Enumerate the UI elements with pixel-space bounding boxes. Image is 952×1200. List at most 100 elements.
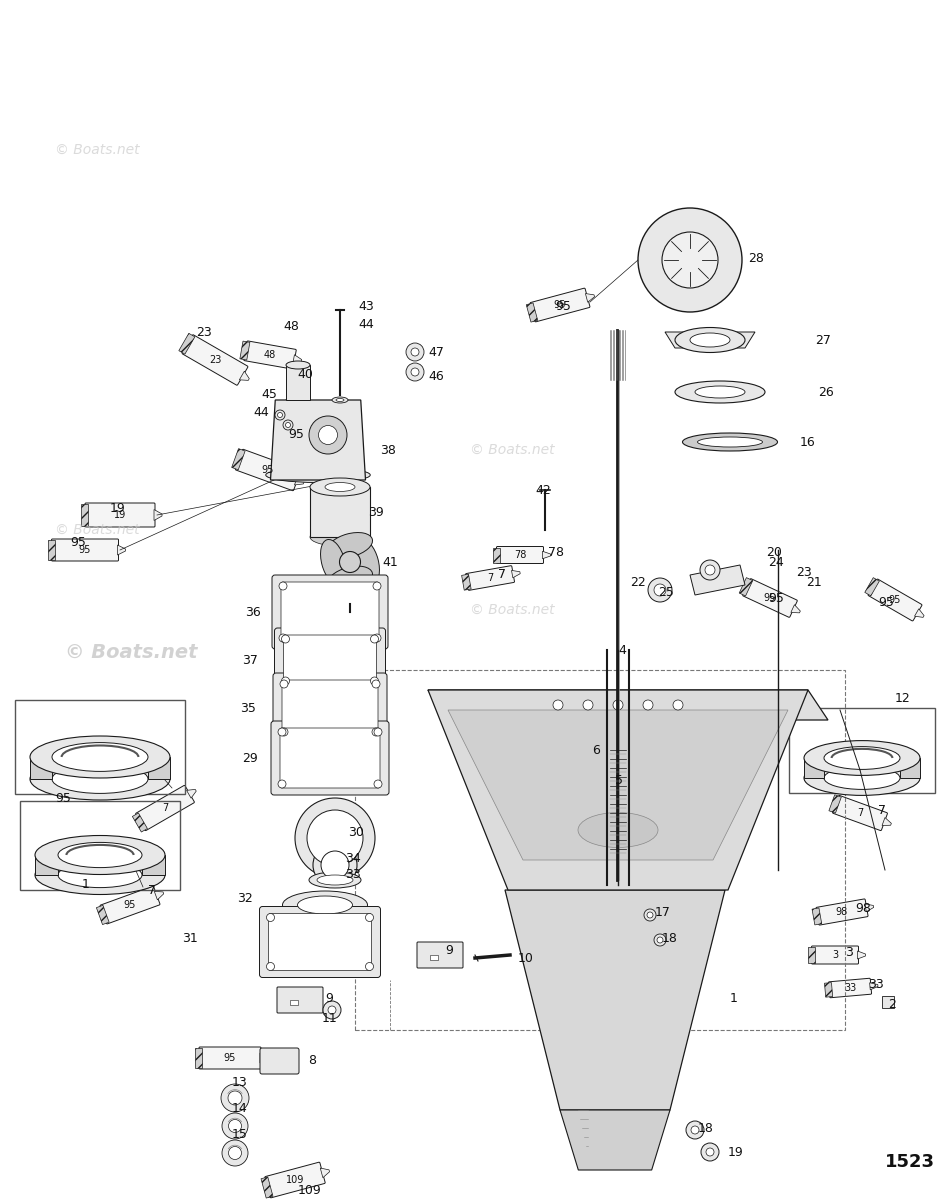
Ellipse shape xyxy=(698,437,763,446)
Ellipse shape xyxy=(695,386,745,398)
Polygon shape xyxy=(294,475,304,485)
FancyBboxPatch shape xyxy=(828,978,871,997)
Circle shape xyxy=(657,937,663,943)
Circle shape xyxy=(372,680,380,688)
Ellipse shape xyxy=(58,842,142,868)
Bar xyxy=(829,794,842,814)
Text: 95: 95 xyxy=(124,900,136,910)
Circle shape xyxy=(222,1140,248,1166)
Polygon shape xyxy=(865,904,874,912)
Text: 78: 78 xyxy=(514,550,526,560)
Text: © Boats.net: © Boats.net xyxy=(55,523,140,538)
FancyBboxPatch shape xyxy=(51,539,118,560)
Bar xyxy=(864,577,880,596)
Ellipse shape xyxy=(52,743,148,772)
Polygon shape xyxy=(148,757,170,779)
Polygon shape xyxy=(585,294,595,302)
Circle shape xyxy=(706,1148,714,1156)
Text: 7: 7 xyxy=(878,804,886,816)
FancyBboxPatch shape xyxy=(85,503,155,527)
FancyBboxPatch shape xyxy=(268,913,371,971)
FancyBboxPatch shape xyxy=(497,546,544,564)
Circle shape xyxy=(366,913,373,922)
Circle shape xyxy=(691,1126,699,1134)
Text: 98: 98 xyxy=(855,901,871,914)
Ellipse shape xyxy=(578,812,658,847)
Text: 36: 36 xyxy=(245,606,261,618)
Ellipse shape xyxy=(321,540,346,584)
Circle shape xyxy=(282,635,289,643)
Bar xyxy=(48,540,54,560)
Text: 44: 44 xyxy=(358,318,374,331)
Text: © Boats.net: © Boats.net xyxy=(65,642,197,661)
Text: 95: 95 xyxy=(79,545,91,554)
Text: 24: 24 xyxy=(768,556,783,569)
Text: 4: 4 xyxy=(618,643,625,656)
Circle shape xyxy=(307,810,363,866)
Polygon shape xyxy=(511,570,520,577)
Text: 109: 109 xyxy=(298,1183,322,1196)
Ellipse shape xyxy=(286,361,310,370)
Text: 1: 1 xyxy=(730,991,738,1004)
Ellipse shape xyxy=(58,863,142,888)
Circle shape xyxy=(654,934,666,946)
Polygon shape xyxy=(142,854,165,875)
Circle shape xyxy=(295,798,375,878)
Text: 38: 38 xyxy=(380,444,396,456)
Bar xyxy=(812,908,822,925)
Ellipse shape xyxy=(30,736,170,778)
Polygon shape xyxy=(791,605,801,613)
Ellipse shape xyxy=(297,896,352,914)
Ellipse shape xyxy=(317,875,353,886)
Bar xyxy=(807,947,815,962)
Text: 95: 95 xyxy=(554,300,566,310)
Circle shape xyxy=(700,560,720,580)
Polygon shape xyxy=(154,892,164,900)
Circle shape xyxy=(553,700,563,710)
Text: 95: 95 xyxy=(55,792,70,804)
Circle shape xyxy=(279,582,287,590)
Text: 7: 7 xyxy=(486,572,493,583)
Polygon shape xyxy=(239,371,249,380)
FancyBboxPatch shape xyxy=(273,673,387,743)
Text: 23: 23 xyxy=(208,355,221,365)
Circle shape xyxy=(323,1001,341,1019)
Circle shape xyxy=(319,426,338,444)
Bar xyxy=(492,547,500,563)
Circle shape xyxy=(313,842,357,887)
Text: 45: 45 xyxy=(261,389,277,402)
Ellipse shape xyxy=(327,533,372,558)
FancyBboxPatch shape xyxy=(272,575,388,649)
Text: 3: 3 xyxy=(845,946,853,959)
FancyBboxPatch shape xyxy=(265,1163,326,1198)
Text: 48: 48 xyxy=(264,350,276,360)
Bar xyxy=(132,812,148,832)
Text: 42: 42 xyxy=(535,484,551,497)
Text: 23: 23 xyxy=(796,565,812,578)
Circle shape xyxy=(279,634,287,642)
Text: 23: 23 xyxy=(196,325,211,338)
Polygon shape xyxy=(428,690,828,720)
Circle shape xyxy=(283,420,293,430)
Circle shape xyxy=(372,728,380,736)
Text: © Boats.net: © Boats.net xyxy=(470,443,555,457)
Circle shape xyxy=(228,1146,242,1159)
Bar xyxy=(195,1048,202,1068)
Circle shape xyxy=(673,700,683,710)
Ellipse shape xyxy=(804,740,920,775)
Text: 78: 78 xyxy=(548,546,564,558)
Polygon shape xyxy=(690,565,745,595)
Bar xyxy=(824,983,833,997)
Polygon shape xyxy=(270,400,366,480)
Text: 33: 33 xyxy=(843,983,856,994)
Text: 13: 13 xyxy=(232,1075,248,1088)
Text: 47: 47 xyxy=(428,346,444,359)
FancyBboxPatch shape xyxy=(417,942,463,968)
Circle shape xyxy=(340,552,361,572)
Polygon shape xyxy=(35,854,58,875)
Ellipse shape xyxy=(690,332,730,347)
Circle shape xyxy=(321,851,349,878)
Ellipse shape xyxy=(804,761,920,796)
Text: 9: 9 xyxy=(325,991,333,1004)
Circle shape xyxy=(366,962,373,971)
